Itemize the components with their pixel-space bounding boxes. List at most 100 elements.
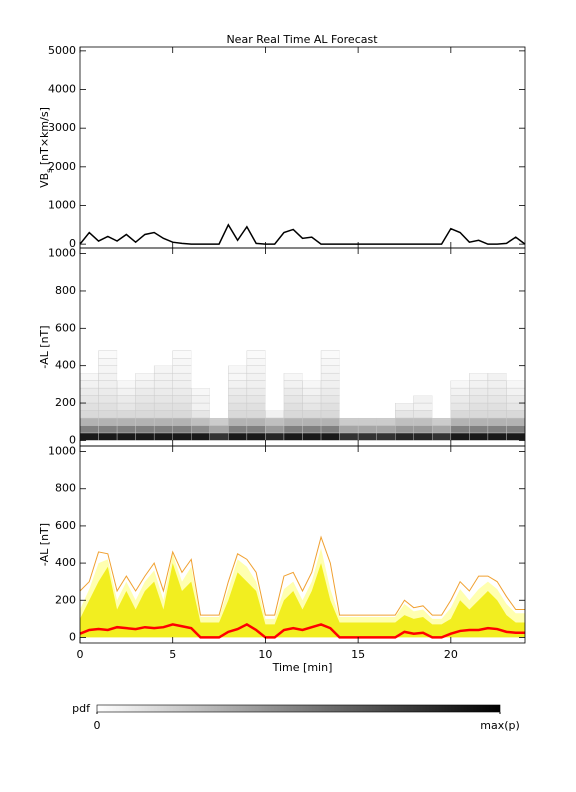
heatmap-cell xyxy=(228,358,247,366)
heatmap-cell xyxy=(79,395,99,404)
heatmap-cell xyxy=(358,365,377,374)
heatmap-cell xyxy=(506,395,526,404)
heatmap-cell xyxy=(302,432,322,441)
heatmap-cell xyxy=(302,395,322,404)
heatmap-cell xyxy=(135,358,155,366)
y-axis-label-part: VB xyxy=(38,173,51,188)
heatmap-cell xyxy=(228,410,248,419)
heatmap-cell xyxy=(246,432,266,441)
heatmap-cell xyxy=(283,387,303,396)
heatmap-cell xyxy=(487,380,507,389)
heatmap-cell xyxy=(228,350,247,359)
heatmap-cell xyxy=(358,388,377,396)
heatmap-cell xyxy=(487,417,507,426)
heatmap-cell xyxy=(320,350,340,359)
y-tick-label: 1000 xyxy=(48,445,76,458)
heatmap-cell xyxy=(358,350,377,359)
heatmap-cell xyxy=(487,432,507,441)
heatmap-cell xyxy=(191,365,210,374)
heatmap-cell xyxy=(209,403,229,411)
heatmap-cell xyxy=(339,350,359,359)
chart-title: Near Real Time AL Forecast xyxy=(226,33,378,46)
heatmap-cell xyxy=(395,410,414,419)
heatmap-cell xyxy=(450,417,470,426)
heatmap-cell xyxy=(339,395,359,404)
heatmap-cell xyxy=(283,365,303,374)
heatmap-cell xyxy=(191,410,210,419)
heatmap-cell xyxy=(98,410,118,419)
heatmap-cell xyxy=(450,395,470,404)
x-axis-label: Time [min] xyxy=(272,661,333,674)
y-axis-label-part: [nT×km/s] xyxy=(38,107,51,169)
heatmap-cell xyxy=(153,402,173,411)
heatmap-cell xyxy=(450,410,470,419)
heatmap-cell xyxy=(116,387,136,396)
heatmap-cell xyxy=(228,380,248,389)
colorbar-tick-label: max(p) xyxy=(480,719,520,732)
heatmap-cell xyxy=(450,373,470,381)
heatmap-cell xyxy=(116,410,136,419)
heatmap-cell xyxy=(487,425,507,434)
heatmap-cell xyxy=(228,417,248,426)
heatmap-cell xyxy=(302,365,322,374)
heatmap-cell xyxy=(135,365,155,374)
heatmap-cell xyxy=(469,402,489,411)
y-axis-label: -AL [nT] xyxy=(38,523,51,566)
heatmap-cell xyxy=(357,417,377,426)
heatmap-cell xyxy=(450,425,470,434)
heatmap-cell xyxy=(283,395,303,404)
heatmap-cell xyxy=(135,380,155,389)
heatmap-cell xyxy=(469,432,489,441)
heatmap-cell xyxy=(246,395,266,404)
heatmap-cell xyxy=(395,373,414,381)
heatmap-cell xyxy=(376,365,396,374)
heatmap-cell xyxy=(265,432,285,441)
heatmap-cell xyxy=(283,372,303,381)
heatmap-cell xyxy=(135,372,155,381)
plot-frame xyxy=(79,445,526,644)
heatmap-cell xyxy=(283,425,303,434)
heatmap-cell xyxy=(209,358,229,366)
heatmap-cell xyxy=(432,358,451,366)
heatmap-cell xyxy=(376,417,396,426)
heatmap-cell xyxy=(98,417,118,426)
heatmap-cell xyxy=(339,425,359,434)
heatmap-cell xyxy=(320,417,340,426)
heatmap-cell xyxy=(191,358,210,366)
heatmap-cell xyxy=(506,380,526,389)
y-tick-label: 800 xyxy=(55,482,76,495)
heatmap-cell xyxy=(320,387,340,396)
heatmap-cell xyxy=(98,372,118,381)
heatmap-cell xyxy=(469,425,489,434)
heatmap-cell xyxy=(228,425,248,434)
heatmap-cell xyxy=(395,417,414,426)
heatmap-cell xyxy=(487,365,507,374)
heatmap-cell xyxy=(413,410,433,419)
heatmap-cell xyxy=(265,373,284,381)
heatmap-cell xyxy=(153,380,173,389)
heatmap-cell xyxy=(209,395,229,404)
heatmap-cell xyxy=(506,425,526,434)
heatmap-cell xyxy=(376,425,396,434)
heatmap-cell xyxy=(395,425,414,434)
colorbar xyxy=(96,704,501,713)
heatmap-cell xyxy=(191,425,210,434)
x-tick-label: 10 xyxy=(258,648,272,661)
heatmap-cell xyxy=(172,350,192,359)
plot-frame xyxy=(79,46,526,249)
heatmap-cell xyxy=(246,402,266,411)
heatmap-cell xyxy=(432,388,451,396)
y-tick-label: 4000 xyxy=(48,83,76,96)
heatmap-cell xyxy=(191,380,210,389)
heatmap-cell xyxy=(265,410,285,419)
heatmap-cell xyxy=(413,365,433,374)
heatmap-cell xyxy=(153,395,173,404)
heatmap-cell xyxy=(506,373,525,381)
data-area xyxy=(80,563,525,638)
heatmap-cell xyxy=(265,365,284,374)
heatmap-cell xyxy=(172,402,192,411)
heatmap-cell xyxy=(413,380,433,389)
heatmap-cell xyxy=(98,402,118,411)
heatmap-cell xyxy=(246,358,266,366)
colorbar-tick-label: 0 xyxy=(94,719,101,732)
